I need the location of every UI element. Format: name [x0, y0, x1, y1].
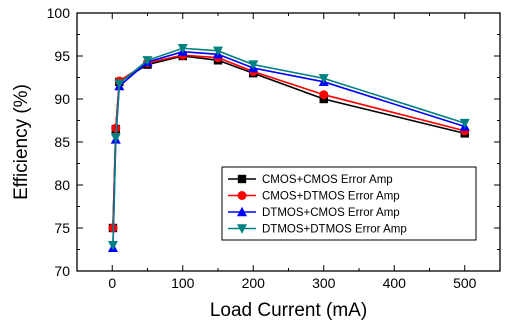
- x-tick-label: 500: [453, 275, 477, 291]
- legend: CMOS+CMOS Error Amp CMOS+DTMOS Error Amp D…: [221, 166, 477, 241]
- x-tick-label: 300: [312, 275, 336, 291]
- legend-entry: DTMOS+DTMOS Error Amp: [228, 224, 407, 236]
- legend-entry: CMOS+DTMOS Error Amp: [228, 191, 400, 203]
- legend-box: [221, 166, 477, 241]
- triangle-down-marker: [213, 46, 223, 57]
- x-tick-label: 200: [242, 275, 266, 291]
- axes: 0 100 200 300 400 500 70 75 80 85 90 95 100: [47, 5, 501, 291]
- y-tick-label: 75: [54, 220, 70, 236]
- legend-entry: CMOS+CMOS Error Amp: [228, 174, 393, 186]
- square-marker: [237, 174, 247, 184]
- y-tick-label: 80: [54, 177, 70, 193]
- y-tick-label: 90: [54, 91, 70, 107]
- x-tick-label: 400: [383, 275, 407, 291]
- y-tick-label: 85: [54, 134, 70, 150]
- y-tick-label: 70: [54, 263, 70, 279]
- y-axis-title: Efficiency (%): [11, 84, 32, 200]
- legend-label: CMOS+DTMOS Error Amp: [262, 191, 400, 203]
- triangle-down-marker: [107, 241, 118, 251]
- triangle-down-marker: [318, 74, 329, 84]
- circle-marker: [319, 90, 329, 100]
- series-layer: [107, 44, 470, 252]
- x-tick-label: 0: [108, 275, 116, 291]
- legend-label: DTMOS+DTMOS Error Amp: [262, 224, 407, 236]
- y-tick-label: 100: [47, 5, 71, 21]
- legend-label: CMOS+CMOS Error Amp: [262, 174, 393, 186]
- triangle-down-marker: [114, 79, 125, 89]
- triangle-down-marker: [142, 56, 153, 66]
- triangle-down-marker: [459, 118, 470, 129]
- x-tick-label: 100: [171, 275, 195, 291]
- y-tick-label: 95: [54, 48, 70, 64]
- triangle-up-marker: [237, 206, 247, 217]
- triangle-down-marker: [110, 133, 121, 143]
- circle-marker: [237, 191, 247, 200]
- x-axis-title: Load Current (mA): [210, 300, 367, 321]
- legend-entry: DTMOS+CMOS Error Amp: [228, 206, 400, 219]
- series-4: [107, 44, 470, 251]
- legend-label: DTMOS+CMOS Error Amp: [262, 207, 400, 219]
- triangle-down-marker: [248, 60, 259, 70]
- triangle-down-marker: [237, 224, 247, 234]
- triangle-down-marker: [177, 44, 188, 54]
